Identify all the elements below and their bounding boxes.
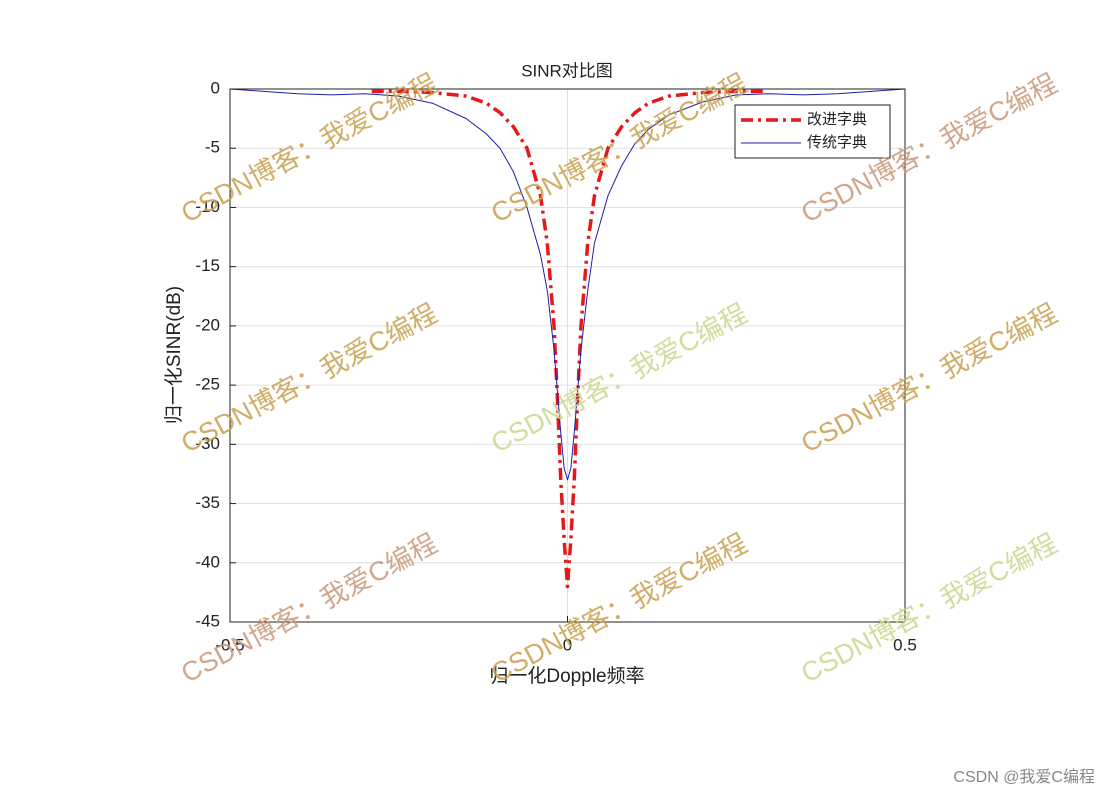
legend-label: 改进字典 [807, 110, 867, 128]
y-tick-label: -15 [195, 256, 220, 275]
x-axis-label: 归一化Dopple频率 [489, 665, 644, 687]
y-tick-label: -10 [195, 197, 220, 216]
ticks: 0 -5 -10 -15 -20 -25 -30 -35 -40 -45 -0.5 0 0.5 [195, 78, 916, 654]
x-tick-label: 0 [563, 635, 572, 654]
y-tick-label: -45 [195, 611, 220, 630]
legend-box [734, 104, 891, 159]
y-tick-label: -30 [195, 434, 220, 453]
y-tick-label: -25 [195, 375, 220, 394]
series-line [229, 88, 906, 481]
y-tick-label: -40 [195, 552, 220, 571]
chart-title: SINR对比图 [521, 61, 613, 80]
y-axis-label: 归一化SINR(dB) [163, 286, 185, 424]
y-tick-label: -35 [195, 493, 220, 512]
credit: CSDN @我爱C编程 [953, 768, 1095, 786]
y-tick-label: 0 [211, 78, 220, 97]
watermarks: CSDN博客：我爱C编程 CSDN博客：我爱C编程 CSDN博客：我爱C编程CSDN… [176, 68, 1062, 688]
y-tick-label: -20 [195, 315, 220, 334]
legend-label: 传统字典 [807, 133, 867, 151]
y-tick-label: -5 [205, 138, 220, 157]
series-line [371, 89, 764, 589]
x-tick-label: 0.5 [893, 635, 917, 654]
lines [229, 88, 906, 589]
x-tick-label: -0.5 [215, 635, 244, 654]
